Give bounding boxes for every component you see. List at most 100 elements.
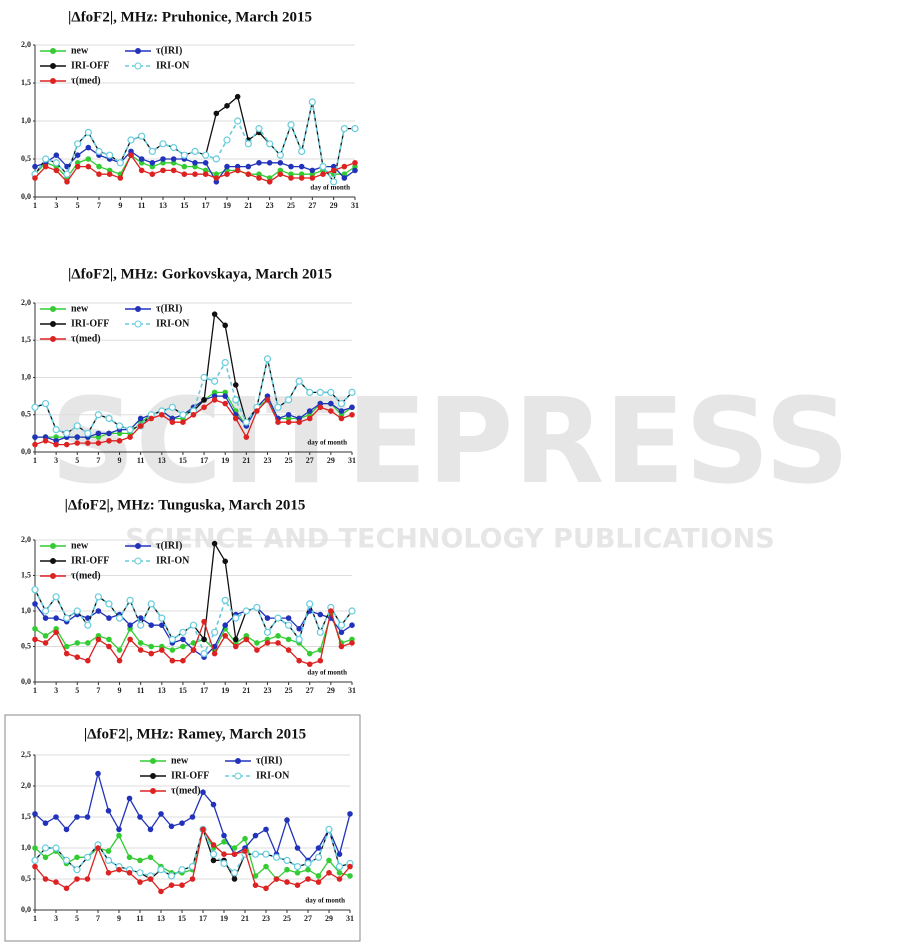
point (41, 607, 50, 615)
point (263, 826, 269, 833)
x-tick-label: 9 (118, 201, 122, 210)
point (138, 156, 145, 162)
legend-marker (50, 558, 56, 564)
point (42, 155, 50, 163)
point (74, 854, 80, 861)
x-tick-label: 1 (33, 914, 37, 923)
point (263, 885, 269, 892)
point (264, 615, 271, 621)
y-tick-label: 0,0 (21, 677, 31, 686)
x-tick-label: 15 (180, 201, 188, 210)
point (341, 163, 348, 170)
point (189, 814, 196, 820)
point (273, 876, 280, 882)
point (147, 876, 154, 882)
point (222, 400, 229, 407)
point (105, 869, 112, 876)
x-tick-label: 11 (138, 201, 146, 210)
point (53, 814, 59, 820)
point (316, 388, 324, 396)
x-tick-label: 23 (263, 686, 271, 695)
point (234, 93, 241, 100)
point (326, 857, 332, 864)
point (106, 438, 112, 444)
point (137, 640, 144, 646)
point (264, 397, 271, 403)
point (272, 853, 281, 861)
point (288, 175, 294, 181)
point (285, 419, 292, 426)
point (315, 879, 322, 885)
point (252, 832, 259, 839)
point (336, 869, 343, 876)
point (330, 178, 338, 186)
legend-marker (50, 543, 56, 549)
x-tick-label: 21 (244, 201, 252, 210)
chart: |ΔfoF2|, MHz: Gorkovskaya, March 2015 0,0… (21, 266, 356, 464)
point (306, 661, 313, 668)
point (242, 607, 250, 615)
point (283, 856, 291, 865)
point (326, 869, 332, 876)
x-tick-label: 17 (200, 686, 208, 695)
point (73, 607, 81, 615)
point (158, 811, 164, 817)
y-tick-label: 2,0 (21, 781, 31, 790)
point (231, 845, 238, 851)
point (337, 399, 346, 408)
point (221, 832, 227, 839)
point (42, 876, 49, 882)
point (64, 179, 70, 185)
point (230, 869, 239, 877)
y-tick-label: 0,5 (21, 641, 31, 650)
point (63, 885, 70, 892)
legend-label: IRI-ON (256, 770, 290, 781)
point (95, 430, 102, 437)
point (137, 621, 145, 629)
point (126, 795, 133, 802)
point (53, 441, 59, 448)
legend-marker (135, 306, 141, 312)
point (95, 770, 101, 777)
x-tick-label: 5 (75, 686, 79, 695)
point (74, 434, 81, 440)
point (317, 657, 324, 664)
legend-label: IRI-ON (156, 555, 190, 566)
point (116, 657, 123, 664)
x-tick-label: 1 (33, 686, 37, 695)
point (94, 411, 103, 419)
point (32, 175, 38, 181)
point (352, 160, 358, 166)
x-tick-label: 29 (327, 686, 335, 695)
point (127, 136, 135, 144)
point (256, 175, 262, 181)
point (42, 640, 49, 646)
x-tick-label: 7 (96, 914, 100, 923)
watermark-subtitle: SCIENCE AND TECHNOLOGY PUBLICATIONS (125, 524, 774, 555)
point (275, 640, 281, 646)
point (288, 163, 294, 170)
point (137, 423, 144, 429)
point (253, 603, 261, 612)
point (116, 159, 124, 167)
point (211, 397, 218, 403)
point (306, 600, 314, 608)
point (53, 615, 59, 621)
point (85, 144, 92, 151)
point (178, 866, 186, 874)
point (41, 844, 50, 852)
x-tick-label: 31 (348, 456, 356, 465)
point (309, 175, 316, 181)
x-tick-label: 25 (285, 686, 293, 695)
point (180, 419, 186, 426)
point (232, 396, 240, 404)
point (136, 869, 144, 877)
point (244, 140, 252, 148)
point (298, 163, 305, 170)
point (73, 866, 81, 874)
legend-label: τ(IRI) (156, 45, 182, 56)
annotation: day of month (307, 439, 347, 447)
x-tick-label: 29 (330, 201, 338, 210)
point (74, 654, 81, 660)
y-tick-label: 1,5 (21, 570, 31, 579)
